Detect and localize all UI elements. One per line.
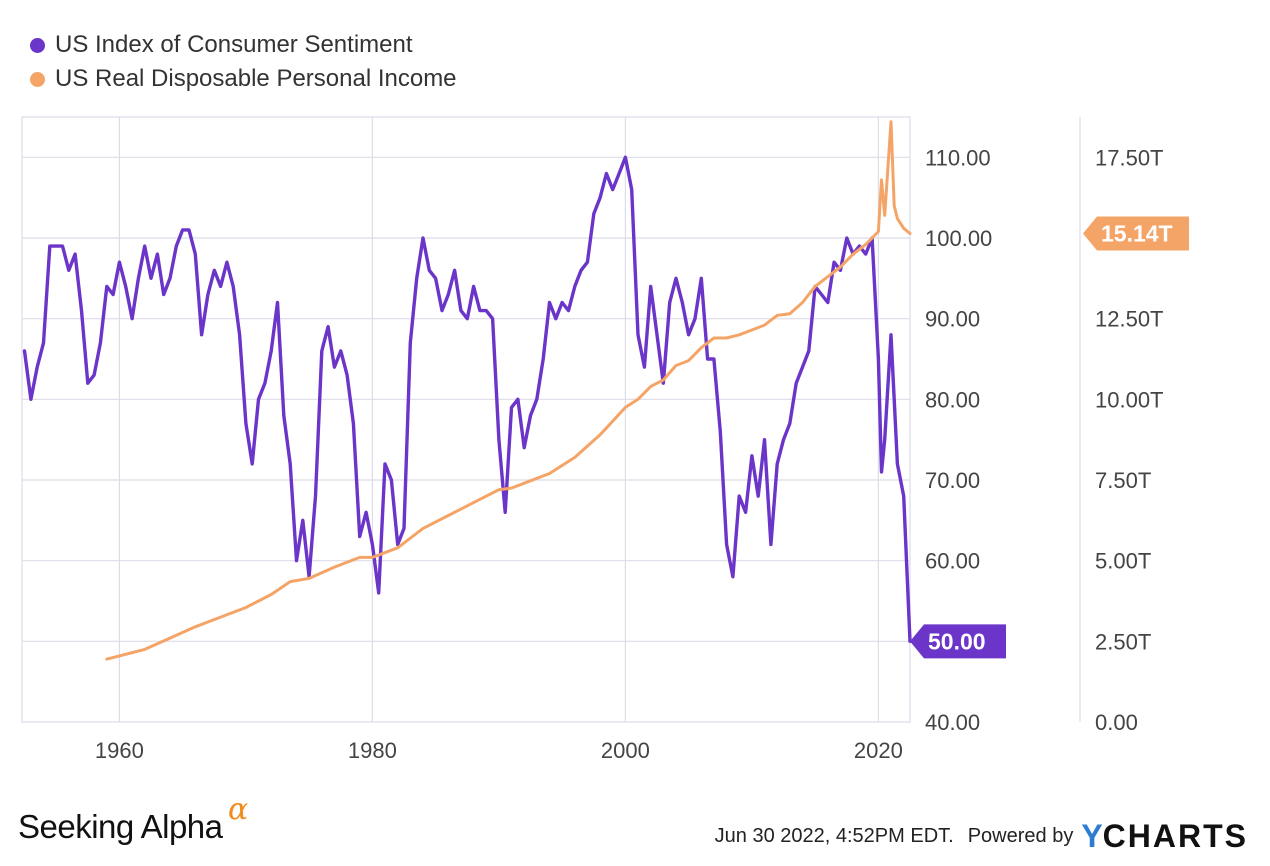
y-right-tick-label: 12.50T xyxy=(1095,307,1164,332)
x-tick-label: 2000 xyxy=(601,738,650,763)
end-badge-sentiment xyxy=(910,624,1006,659)
x-tick-label: 2020 xyxy=(854,738,903,763)
y-right-tick-label: 17.50T xyxy=(1095,145,1164,170)
end-label-income: 15.14T xyxy=(1101,220,1173,246)
legend-label-sentiment: US Index of Consumer Sentiment xyxy=(55,31,413,58)
legend: US Index of Consumer Sentiment US Real D… xyxy=(30,28,457,96)
alpha-symbol: α xyxy=(228,792,249,827)
y-right-tick-label: 2.50T xyxy=(1095,629,1151,654)
powered-by: Powered by xyxy=(967,825,1074,847)
footer-credit: Jun 30 2022, 4:52PM EDT. Powered by Y CH… xyxy=(715,818,1248,855)
legend-dot-sentiment xyxy=(30,37,45,53)
y-right-tick-label: 7.50T xyxy=(1095,468,1151,493)
legend-dot-income xyxy=(30,71,45,87)
end-badge-income xyxy=(1083,216,1189,251)
ycharts-logo-y: Y xyxy=(1081,818,1103,854)
x-tick-label: 1960 xyxy=(95,738,144,763)
series-line-income xyxy=(105,120,912,661)
ycharts-logo-text: CHARTS xyxy=(1102,818,1248,854)
y-left-tick-label: 60.00 xyxy=(925,549,980,574)
y-left-tick-label: 70.00 xyxy=(925,468,980,493)
legend-item-income[interactable]: US Real Disposable Personal Income xyxy=(30,62,457,96)
y-left-tick-label: 100.00 xyxy=(925,226,992,251)
end-label-sentiment: 50.00 xyxy=(928,628,986,654)
seeking-alpha-logo: Seeking Alpha xyxy=(18,808,223,845)
y-right-tick-label: 0.00 xyxy=(1095,710,1138,735)
x-tick-label: 1980 xyxy=(348,738,397,763)
y-left-tick-label: 80.00 xyxy=(925,387,980,412)
legend-item-sentiment[interactable]: US Index of Consumer Sentiment xyxy=(30,28,457,62)
y-left-tick-label: 110.00 xyxy=(925,145,991,170)
timestamp: Jun 30 2022, 4:52PM EDT. xyxy=(714,825,954,847)
y-left-tick-label: 40.00 xyxy=(925,710,980,735)
y-right-tick-label: 5.00T xyxy=(1095,549,1151,574)
y-right-tick-label: 10.00T xyxy=(1095,387,1164,412)
plot-frame xyxy=(21,116,911,723)
legend-label-income: US Real Disposable Personal Income xyxy=(55,65,457,92)
series-line-sentiment xyxy=(22,155,912,643)
y-left-tick-label: 90.00 xyxy=(925,307,980,332)
